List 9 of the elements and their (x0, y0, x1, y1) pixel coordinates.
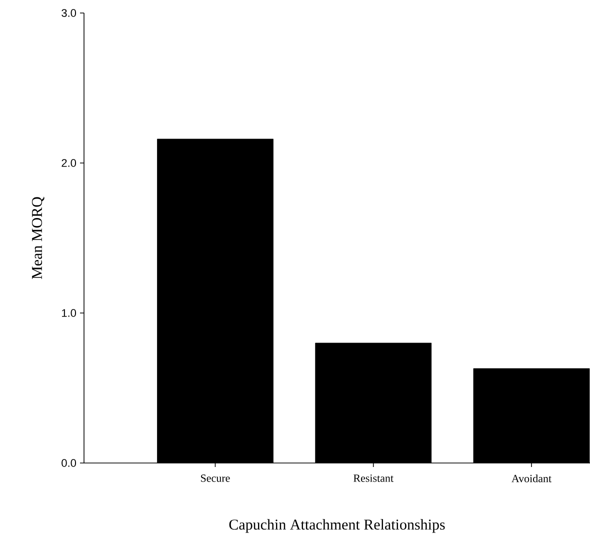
x-tick-label: Avoidant (512, 474, 552, 482)
x-axis-title: Capuchin Attachment Relationships (229, 519, 445, 533)
y-axis-title: Mean MORQ (32, 196, 44, 280)
y-tick-label: 0.0 (62, 459, 76, 467)
y-tick-label: 1.0 (62, 309, 76, 317)
x-tick-label: Secure (201, 474, 230, 482)
y-tick-label: 3.0 (62, 9, 76, 17)
x-tick-label: Resistant (354, 474, 394, 482)
y-tick-label: 2.0 (62, 159, 76, 167)
